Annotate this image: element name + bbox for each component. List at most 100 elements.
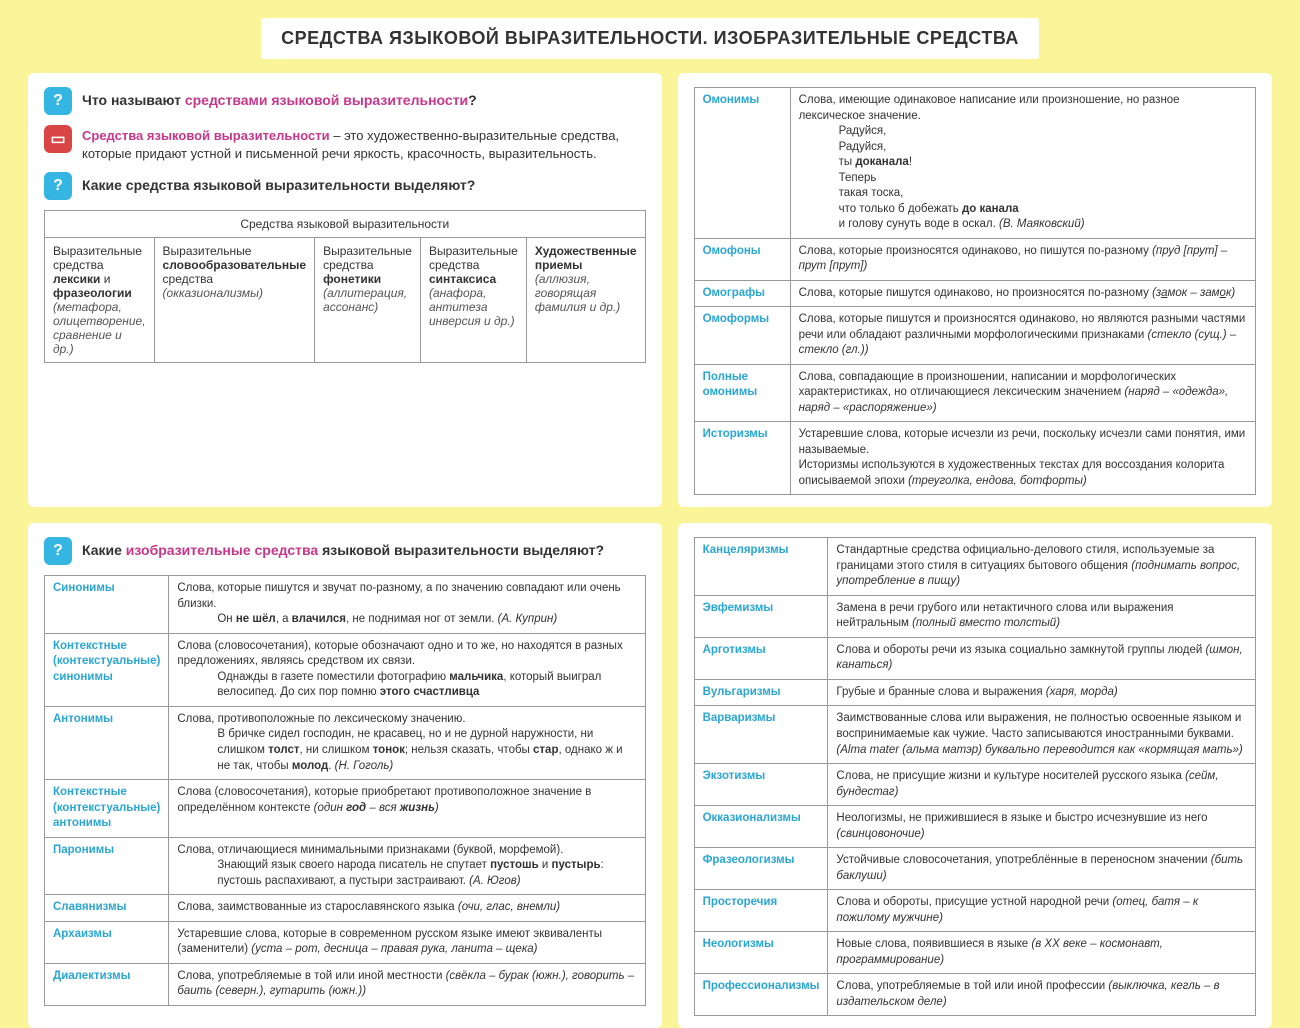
definition-cell: Слова (словосочетания), которые приобрет… — [169, 780, 645, 838]
definition-cell: Слова, употребляемые в той или иной мест… — [169, 963, 645, 1005]
table-row: Полные омонимыСлова, совпадающие в произ… — [694, 364, 1255, 422]
definition-cell: Замена в речи грубого или нетактичного с… — [828, 595, 1256, 637]
table-row: СлавянизмыСлова, заимствованные из старо… — [45, 895, 646, 922]
table-row: КанцеляризмыСтандартные средства официал… — [694, 538, 1255, 596]
term-cell: Контекстные (контекстуальные) синонимы — [45, 633, 169, 706]
term-cell: Омонимы — [694, 88, 790, 239]
definition-cell: Слова, употребляемые в той или иной проф… — [828, 974, 1256, 1016]
question-icon: ? — [44, 172, 72, 200]
term-cell: Историзмы — [694, 422, 790, 495]
term-cell: Диалектизмы — [45, 963, 169, 1005]
term-cell: Полные омонимы — [694, 364, 790, 422]
definition-cell: Стандартные средства официально-делового… — [828, 538, 1256, 596]
definition-cell: Слова и обороты речи из языка социально … — [828, 637, 1256, 679]
term-cell: Вульгаризмы — [694, 679, 828, 706]
table-row: АнтонимыСлова, противоположные по лексич… — [45, 706, 646, 779]
table-row: ВульгаризмыГрубые и бранные слова и выра… — [694, 679, 1255, 706]
table-cell: Выразительные средства лексики и фразеол… — [45, 238, 155, 363]
table-cell: Выразительные средства фонетики (аллитер… — [315, 238, 421, 363]
table-row: ПрофессионализмыСлова, употребляемые в т… — [694, 974, 1255, 1016]
definition-cell: Слова, которые пишутся одинаково, но про… — [790, 280, 1255, 307]
definition-cell: Новые слова, появившиеся в языке (в XX в… — [828, 932, 1256, 974]
table-row: Контекстные (контекстуальные) антонимыСл… — [45, 780, 646, 838]
term-cell: Синонимы — [45, 576, 169, 634]
table-homonyms: ОмонимыСлова, имеющие одинаковое написан… — [694, 87, 1256, 495]
answer-icon: ▭ — [44, 125, 72, 153]
grid: ? Что называют средствами языковой выраз… — [28, 73, 1272, 1028]
question-3-text: Какие изобразительные средства языковой … — [82, 537, 604, 559]
question-icon: ? — [44, 87, 72, 115]
definition-cell: Слова, не присущие жизни и культуре носи… — [828, 764, 1256, 806]
table-row: ДиалектизмыСлова, употребляемые в той ил… — [45, 963, 646, 1005]
page-title: СРЕДСТВА ЯЗЫКОВОЙ ВЫРАЗИТЕЛЬНОСТИ. ИЗОБР… — [261, 18, 1039, 59]
term-cell: Омофоны — [694, 238, 790, 280]
definition-cell: Неологизмы, не прижившиеся в языке и быс… — [828, 806, 1256, 848]
panel-top-right: ОмонимыСлова, имеющие одинаковое написан… — [678, 73, 1272, 507]
table-row: ФразеологизмыУстойчивые словосочетания, … — [694, 848, 1255, 890]
table-row: ИсторизмыУстаревшие слова, которые исчез… — [694, 422, 1255, 495]
definition-cell: Слова (словосочетания), которые обознача… — [169, 633, 645, 706]
term-cell: Просторечия — [694, 890, 828, 932]
term-cell: Арготизмы — [694, 637, 828, 679]
term-cell: Архаизмы — [45, 921, 169, 963]
definition-cell: Слова, которые пишутся и звучат по-разно… — [169, 576, 645, 634]
definition-cell: Слова, совпадающие в произношении, напис… — [790, 364, 1255, 422]
table-row: ПаронимыСлова, отличающиеся минимальными… — [45, 837, 646, 895]
term-cell: Профессионализмы — [694, 974, 828, 1016]
term-cell: Канцеляризмы — [694, 538, 828, 596]
table-row: ОмонимыСлова, имеющие одинаковое написан… — [694, 88, 1255, 239]
term-cell: Фразеологизмы — [694, 848, 828, 890]
term-cell: Антонимы — [45, 706, 169, 779]
answer-1-text: Средства языковой выразительности – это … — [82, 125, 646, 162]
table-header: Средства языковой выразительности — [45, 211, 646, 238]
table-synonyms: СинонимыСлова, которые пишутся и звучат … — [44, 575, 646, 1005]
table-row: ЭвфемизмыЗамена в речи грубого или нетак… — [694, 595, 1255, 637]
panel-top-left: ? Что называют средствами языковой выраз… — [28, 73, 662, 507]
table-row: СинонимыСлова, которые пишутся и звучат … — [45, 576, 646, 634]
table-cell: Художественные приемы (аллюзия, говоряща… — [526, 238, 645, 363]
table-expressive-means: Средства языковой выразительности Вырази… — [44, 210, 646, 363]
table-row: ОмографыСлова, которые пишутся одинаково… — [694, 280, 1255, 307]
table-row: ОмоформыСлова, которые пишутся и произно… — [694, 307, 1255, 365]
definition-cell: Устойчивые словосочетания, употреблённые… — [828, 848, 1256, 890]
answer-1: ▭ Средства языковой выразительности – эт… — [44, 125, 646, 162]
term-cell: Омоформы — [694, 307, 790, 365]
question-1-text: Что называют средствами языковой выразит… — [82, 87, 477, 109]
term-cell: Контекстные (контекстуальные) антонимы — [45, 780, 169, 838]
question-2: ? Какие средства языковой выразительност… — [44, 172, 646, 200]
question-icon: ? — [44, 537, 72, 565]
table-row: АрхаизмыУстаревшие слова, которые в совр… — [45, 921, 646, 963]
table-row: ОмофоныСлова, которые произносятся одина… — [694, 238, 1255, 280]
table-row: ОкказионализмыНеологизмы, не прижившиеся… — [694, 806, 1255, 848]
definition-cell: Слова и обороты, присущие устной народно… — [828, 890, 1256, 932]
definition-cell: Слова, которые произносятся одинаково, н… — [790, 238, 1255, 280]
definition-cell: Заимствованные слова или выражения, не п… — [828, 706, 1256, 764]
definition-cell: Слова, противоположные по лексическому з… — [169, 706, 645, 779]
table-cell: Выразительные средства синтаксиса (анафо… — [420, 238, 526, 363]
table-row: ВарваризмыЗаимствованные слова или выраж… — [694, 706, 1255, 764]
question-3: ? Какие изобразительные средства языково… — [44, 537, 646, 565]
table-row: Контекстные (контекстуальные) синонимыСл… — [45, 633, 646, 706]
definition-cell: Слова, которые пишутся и произносятся од… — [790, 307, 1255, 365]
table-row: ЭкзотизмыСлова, не присущие жизни и куль… — [694, 764, 1255, 806]
table-stylistic: КанцеляризмыСтандартные средства официал… — [694, 537, 1256, 1016]
definition-cell: Устаревшие слова, которые в современном … — [169, 921, 645, 963]
term-cell: Экзотизмы — [694, 764, 828, 806]
table-row: НеологизмыНовые слова, появившиеся в язы… — [694, 932, 1255, 974]
table-row: ПросторечияСлова и обороты, присущие уст… — [694, 890, 1255, 932]
panel-bottom-right: КанцеляризмыСтандартные средства официал… — [678, 523, 1272, 1028]
definition-cell: Слова, имеющие одинаковое написание или … — [790, 88, 1255, 239]
definition-cell: Слова, отличающиеся минимальными признак… — [169, 837, 645, 895]
term-cell: Эвфемизмы — [694, 595, 828, 637]
term-cell: Паронимы — [45, 837, 169, 895]
term-cell: Окказионализмы — [694, 806, 828, 848]
term-cell: Славянизмы — [45, 895, 169, 922]
definition-cell: Слова, заимствованные из старославянског… — [169, 895, 645, 922]
table-cell: Выразительные словообразовательные средс… — [154, 238, 315, 363]
table-row: АрготизмыСлова и обороты речи из языка с… — [694, 637, 1255, 679]
term-cell: Омографы — [694, 280, 790, 307]
question-1: ? Что называют средствами языковой выраз… — [44, 87, 646, 115]
question-2-text: Какие средства языковой выразительности … — [82, 172, 475, 194]
term-cell: Варваризмы — [694, 706, 828, 764]
term-cell: Неологизмы — [694, 932, 828, 974]
